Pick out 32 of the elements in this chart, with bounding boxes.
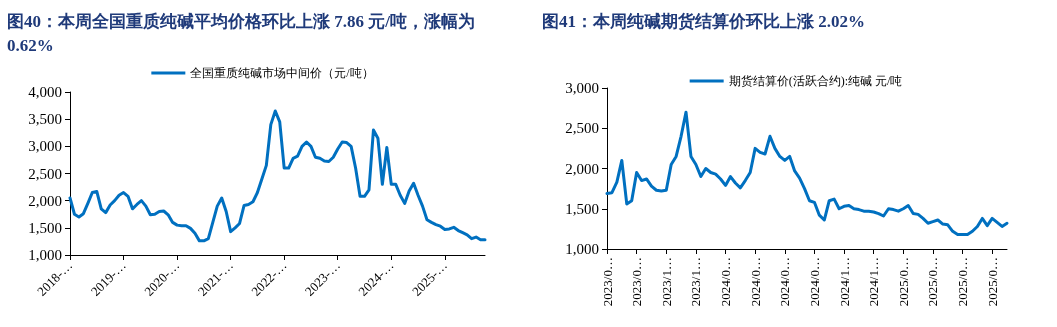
- x-tick-label: 2023/0…: [629, 257, 645, 307]
- x-tick-label: 2025/0…: [895, 257, 911, 307]
- y-tick-label: 2,000: [565, 160, 599, 177]
- chart-title: 图40：本周全国重质纯碱平均价格环比上涨 7.86 元/吨，涨幅为 0.62%: [7, 11, 480, 55]
- y-tick-label: 1,000: [565, 241, 599, 257]
- x-tick-label: 2024/1…: [836, 257, 852, 307]
- x-tick-label: 2024/0…: [777, 257, 793, 307]
- x-tick-label: 2025/0…: [984, 257, 1000, 307]
- x-tick-label: 2023/1…: [688, 257, 704, 307]
- x-tick-label: 2024/0…: [718, 257, 734, 307]
- y-tick-label: 3,500: [28, 111, 62, 128]
- x-tick-label: 2025/0…: [955, 257, 971, 307]
- y-tick-label: 3,000: [565, 80, 599, 96]
- x-tick-label: 2023/0…: [599, 257, 615, 307]
- legend-label: 全国重质纯碱市场中间价（元/吨）: [190, 66, 374, 80]
- chart-title: 图41：本周纯碱期货结算价环比上涨 2.02%: [542, 11, 865, 31]
- y-tick-label: 2,000: [28, 192, 62, 209]
- x-tick-label: 2025/0…: [925, 257, 941, 307]
- line-series: [68, 109, 487, 243]
- y-tick-label: 2,500: [565, 120, 599, 137]
- y-tick-label: 1,500: [565, 200, 599, 217]
- x-tick-label: 2023/1…: [658, 257, 674, 307]
- y-tick-label: 2,500: [28, 165, 62, 182]
- line-series: [605, 110, 1009, 237]
- y-tick-label: 3,000: [28, 138, 62, 155]
- x-tick-label: 2024/1…: [866, 257, 882, 307]
- x-tick-label: 2024/0…: [747, 257, 763, 307]
- y-tick-label: 4,000: [28, 84, 62, 100]
- y-tick-label: 1,500: [28, 219, 62, 236]
- x-tick-label: 2024/0…: [806, 257, 822, 307]
- y-tick-label: 1,000: [28, 247, 62, 263]
- legend-label: 期货结算价(活跃合约):纯碱 元/吨: [728, 74, 903, 88]
